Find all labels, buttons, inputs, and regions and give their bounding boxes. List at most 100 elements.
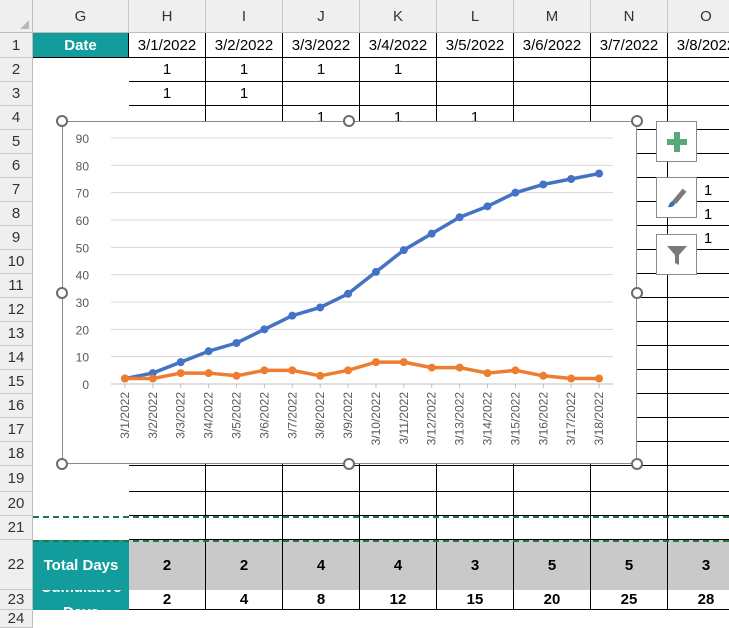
chart-filters-button[interactable] <box>656 234 697 275</box>
row-header-7[interactable]: 7 <box>0 178 33 202</box>
empty-cell[interactable] <box>668 418 729 442</box>
empty-cell[interactable] <box>129 492 206 516</box>
empty-cell[interactable] <box>668 202 729 226</box>
row-header-21[interactable]: 21 <box>0 516 33 540</box>
row-header-14[interactable]: 14 <box>0 346 33 370</box>
empty-cell[interactable] <box>591 442 668 466</box>
empty-cell[interactable] <box>129 516 206 540</box>
cumulative-days-cell[interactable]: 20 <box>514 590 591 610</box>
data-cell[interactable] <box>360 82 437 106</box>
row-header-1[interactable]: 1 <box>0 33 33 58</box>
data-cell[interactable]: 1 <box>206 58 283 82</box>
empty-cell[interactable] <box>283 516 360 540</box>
column-header-i[interactable]: I <box>206 0 283 33</box>
empty-cell[interactable] <box>668 178 729 202</box>
data-cell[interactable] <box>591 82 668 106</box>
row-header-22[interactable]: 22 <box>0 540 33 590</box>
empty-cell[interactable] <box>668 370 729 394</box>
row-header-18[interactable]: 18 <box>0 442 33 466</box>
empty-cell[interactable] <box>668 298 729 322</box>
date-cell[interactable]: 3/8/2022 <box>668 33 729 58</box>
row-header-20[interactable]: 20 <box>0 492 33 516</box>
empty-cell[interactable] <box>129 466 206 492</box>
date-cell[interactable]: 3/5/2022 <box>437 33 514 58</box>
row-header-13[interactable]: 13 <box>0 322 33 346</box>
empty-cell[interactable] <box>668 492 729 516</box>
empty-cell[interactable] <box>206 492 283 516</box>
column-header-n[interactable]: N <box>591 0 668 33</box>
data-cell[interactable]: 1 <box>283 58 360 82</box>
empty-cell[interactable] <box>514 516 591 540</box>
row-header-11[interactable]: 11 <box>0 274 33 298</box>
empty-cell[interactable] <box>668 466 729 492</box>
date-cell[interactable]: 3/3/2022 <box>283 33 360 58</box>
column-header-g[interactable]: G <box>33 0 129 33</box>
empty-cell[interactable] <box>206 516 283 540</box>
empty-cell[interactable] <box>591 492 668 516</box>
data-cell[interactable] <box>514 82 591 106</box>
row-header-16[interactable]: 16 <box>0 394 33 418</box>
data-cell[interactable] <box>591 58 668 82</box>
row-header-8[interactable]: 8 <box>0 202 33 226</box>
column-header-o[interactable]: O <box>668 0 729 33</box>
resize-handle[interactable] <box>56 458 68 470</box>
empty-cell[interactable] <box>437 516 514 540</box>
row-header-12[interactable]: 12 <box>0 298 33 322</box>
data-cell[interactable]: 1 <box>129 58 206 82</box>
resize-handle[interactable] <box>631 458 643 470</box>
data-cell[interactable]: 1 <box>360 58 437 82</box>
data-cell[interactable]: 1 <box>129 82 206 106</box>
empty-cell[interactable] <box>360 516 437 540</box>
total-days-cell[interactable]: 3 <box>668 540 729 590</box>
cumulative-days-label[interactable]: CumulativeDays <box>33 590 129 610</box>
row-header-15[interactable]: 15 <box>0 370 33 394</box>
row-header-9[interactable]: 9 <box>0 226 33 250</box>
total-days-cell[interactable]: 3 <box>437 540 514 590</box>
row-header-5[interactable]: 5 <box>0 130 33 154</box>
empty-cell[interactable] <box>591 466 668 492</box>
empty-cell[interactable] <box>668 346 729 370</box>
data-cell[interactable] <box>283 82 360 106</box>
empty-cell[interactable] <box>668 250 729 274</box>
empty-cell[interactable] <box>668 226 729 250</box>
date-cell[interactable]: 3/2/2022 <box>206 33 283 58</box>
cumulative-days-cell[interactable]: 12 <box>360 590 437 610</box>
empty-cell[interactable] <box>360 466 437 492</box>
empty-cell[interactable] <box>514 466 591 492</box>
data-cell[interactable] <box>437 82 514 106</box>
empty-cell[interactable] <box>591 516 668 540</box>
empty-cell[interactable] <box>668 130 729 154</box>
row-header-17[interactable]: 17 <box>0 418 33 442</box>
cumulative-days-cell[interactable]: 2 <box>129 590 206 610</box>
row-header-4[interactable]: 4 <box>0 106 33 130</box>
column-header-l[interactable]: L <box>437 0 514 33</box>
date-cell[interactable]: 3/4/2022 <box>360 33 437 58</box>
total-days-cell[interactable]: 4 <box>283 540 360 590</box>
empty-cell[interactable] <box>668 154 729 178</box>
empty-cell[interactable] <box>668 442 729 466</box>
select-all-corner[interactable] <box>0 0 33 33</box>
empty-cell[interactable] <box>437 492 514 516</box>
empty-cell[interactable] <box>283 492 360 516</box>
cumulative-days-cell[interactable]: 28 <box>668 590 729 610</box>
data-cell[interactable]: 1 <box>703 205 713 223</box>
resize-handle[interactable] <box>343 115 355 127</box>
row-header-2[interactable]: 2 <box>0 58 33 82</box>
resize-handle[interactable] <box>631 115 643 127</box>
date-cell[interactable]: 3/1/2022 <box>129 33 206 58</box>
total-days-label[interactable]: Total Days <box>33 540 129 590</box>
resize-handle[interactable] <box>631 287 643 299</box>
empty-cell[interactable] <box>668 516 729 540</box>
data-cell[interactable]: 1 <box>206 82 283 106</box>
column-header-m[interactable]: M <box>514 0 591 33</box>
data-cell[interactable]: 1 <box>703 229 713 247</box>
line-chart[interactable]: 0 10 20 30 40 50 60 70 80 90 3/1/2022 3/2/2022 3/3/2… <box>62 121 637 464</box>
column-header-h[interactable]: H <box>129 0 206 33</box>
total-days-cell[interactable]: 5 <box>591 540 668 590</box>
data-cell[interactable] <box>437 58 514 82</box>
resize-handle[interactable] <box>343 458 355 470</box>
empty-cell[interactable] <box>668 274 729 298</box>
chart-styles-button[interactable] <box>656 177 697 218</box>
data-cell[interactable]: 1 <box>703 181 713 199</box>
data-cell[interactable] <box>668 106 729 130</box>
